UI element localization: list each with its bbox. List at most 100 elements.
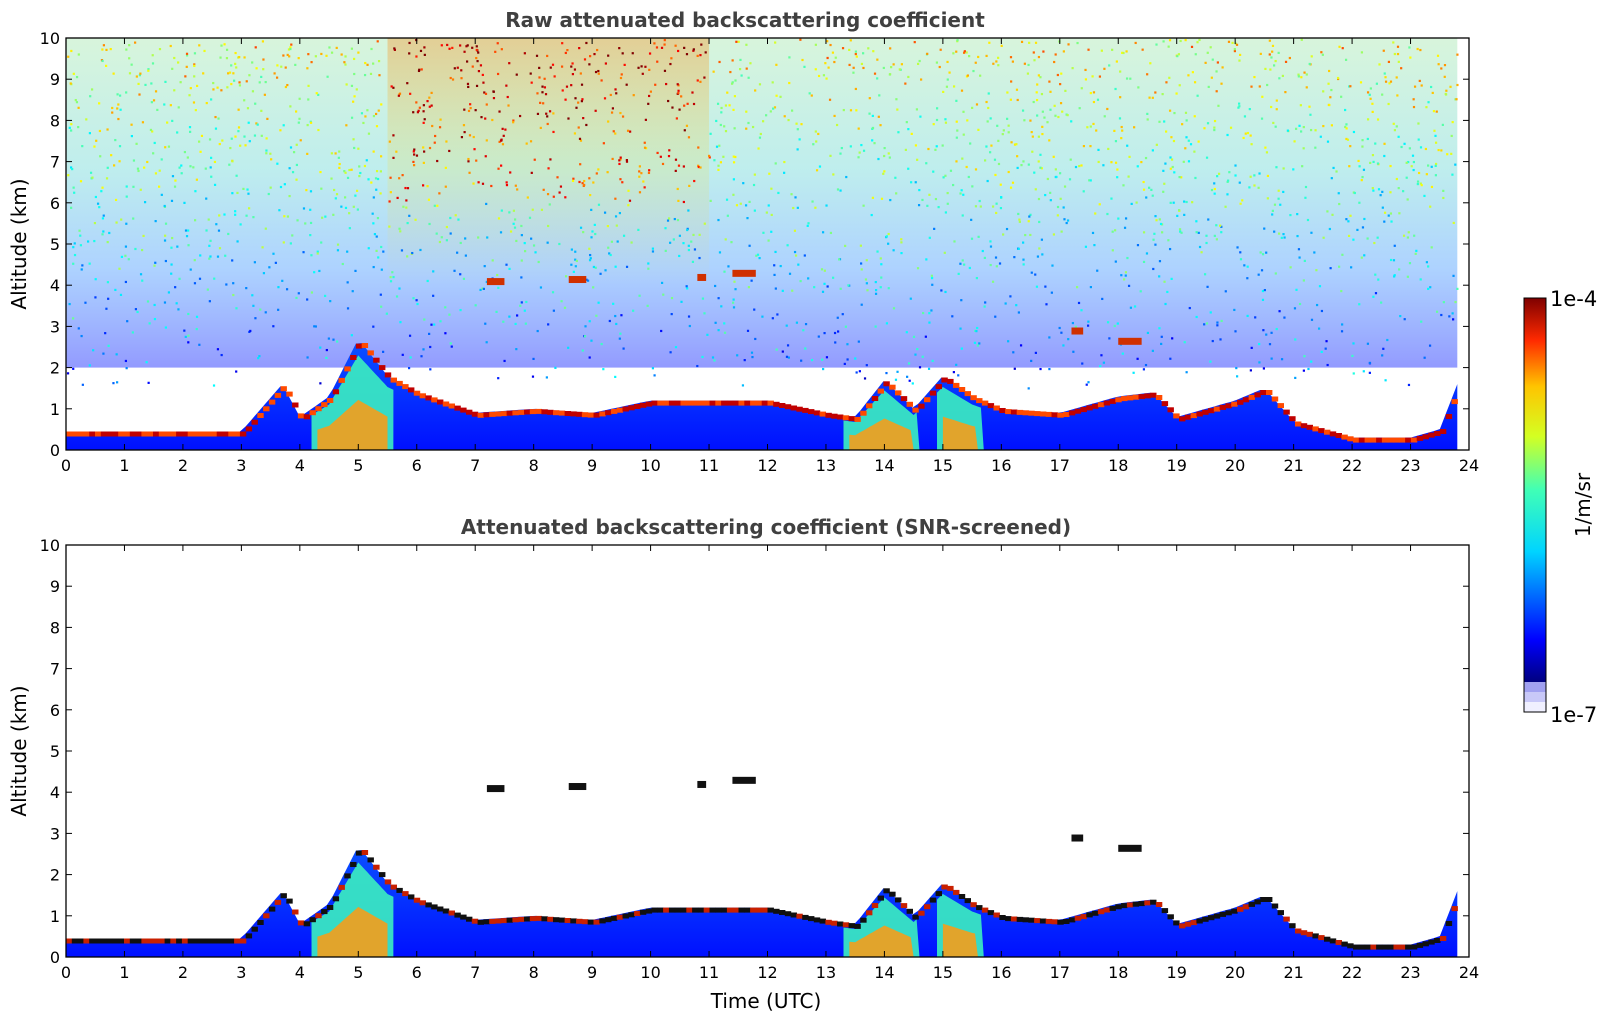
- cloud-base: [773, 401, 780, 407]
- noise-speck: [965, 165, 968, 169]
- noise-speck: [824, 62, 827, 65]
- noise-speck: [130, 134, 133, 138]
- noise-speck: [614, 314, 617, 318]
- noise-speck: [537, 260, 540, 264]
- noise-speck: [1185, 119, 1188, 122]
- noise-speck: [614, 375, 617, 379]
- noise-speck: [580, 100, 583, 103]
- noise-speck: [453, 269, 456, 272]
- noise-speck: [1278, 77, 1281, 80]
- noise-speck: [101, 59, 104, 63]
- noise-speck: [346, 281, 349, 284]
- cloud-base: [1208, 408, 1215, 414]
- noise-speck: [80, 268, 83, 271]
- noise-speck: [1321, 53, 1324, 56]
- noise-speck: [1304, 196, 1307, 199]
- noise-speck: [370, 47, 373, 51]
- noise-speck: [592, 265, 595, 269]
- noise-speck: [1032, 51, 1035, 54]
- noise-speck: [905, 121, 908, 124]
- noise-speck: [699, 54, 702, 57]
- noise-speck: [1020, 40, 1024, 44]
- cloud-base: [553, 917, 560, 923]
- noise-speck: [213, 277, 216, 280]
- cloud-base: [651, 907, 658, 913]
- noise-speck: [892, 249, 895, 252]
- noise-speck: [1058, 172, 1062, 175]
- cloud-base: [71, 938, 79, 944]
- noise-speck: [1416, 47, 1419, 51]
- noise-speck: [599, 272, 602, 275]
- noise-speck: [1020, 164, 1023, 167]
- cloud-base: [181, 431, 189, 437]
- noise-speck: [171, 236, 174, 240]
- noise-speck: [957, 272, 960, 275]
- noise-speck: [823, 331, 826, 335]
- noise-speck: [444, 332, 447, 335]
- noise-speck: [497, 167, 500, 170]
- noise-speck: [81, 383, 84, 386]
- noise-speck: [1057, 115, 1060, 119]
- noise-speck: [685, 53, 689, 56]
- noise-speck: [1016, 166, 1019, 170]
- noise-speck: [956, 39, 959, 42]
- cloud-base: [1387, 437, 1395, 443]
- cloud-base: [993, 405, 1000, 411]
- noise-speck: [839, 189, 842, 192]
- x-tick-label: 12: [757, 456, 777, 475]
- noise-speck: [1169, 357, 1172, 360]
- noise-speck: [638, 170, 641, 173]
- noise-speck: [302, 207, 306, 210]
- noise-speck: [1046, 121, 1049, 124]
- noise-speck: [913, 41, 916, 44]
- x-tick-label: 7: [470, 456, 480, 475]
- noise-speck: [124, 280, 127, 284]
- noise-speck: [1294, 127, 1298, 130]
- noise-speck: [260, 134, 263, 137]
- noise-speck: [1236, 246, 1239, 249]
- noise-speck: [171, 119, 174, 123]
- noise-speck: [579, 163, 582, 166]
- noise-speck: [302, 251, 305, 254]
- noise-speck: [230, 82, 233, 86]
- noise-speck: [660, 46, 664, 49]
- noise-speck: [883, 154, 886, 158]
- noise-speck: [1061, 110, 1064, 113]
- cloud-base: [228, 938, 235, 944]
- noise-speck: [1027, 163, 1030, 166]
- noise-speck: [93, 145, 96, 148]
- noise-speck: [1294, 338, 1297, 341]
- noise-speck: [286, 215, 290, 218]
- noise-speck: [77, 53, 80, 56]
- noise-speck: [295, 110, 298, 113]
- noise-speck: [1007, 124, 1010, 127]
- noise-speck: [638, 175, 641, 178]
- noise-speck: [628, 199, 632, 202]
- noise-speck: [1213, 187, 1216, 191]
- noise-speck: [1418, 79, 1421, 83]
- noise-speck: [1260, 269, 1264, 272]
- noise-speck: [979, 74, 982, 77]
- y-tick-label: 5: [50, 742, 60, 761]
- noise-speck: [225, 48, 229, 51]
- noise-speck: [110, 154, 113, 157]
- noise-speck: [873, 142, 876, 145]
- noise-speck: [888, 73, 891, 76]
- cloud-base: [89, 938, 96, 944]
- noise-speck: [1383, 142, 1386, 145]
- noise-speck: [505, 263, 508, 266]
- noise-speck: [993, 158, 997, 161]
- noise-speck: [1196, 41, 1199, 44]
- noise-speck: [376, 216, 380, 220]
- noise-speck: [379, 192, 382, 195]
- noise-speck: [1434, 141, 1438, 144]
- noise-speck: [260, 109, 263, 112]
- aerosol-core: [942, 923, 978, 957]
- noise-speck: [1322, 124, 1325, 128]
- colorbar-unit-label: 1/m/sr: [1571, 472, 1595, 537]
- noise-speck: [1026, 72, 1030, 75]
- cloud-base: [153, 938, 160, 944]
- noise-speck: [546, 193, 550, 196]
- noise-speck: [1102, 164, 1105, 167]
- noise-speck: [289, 46, 292, 49]
